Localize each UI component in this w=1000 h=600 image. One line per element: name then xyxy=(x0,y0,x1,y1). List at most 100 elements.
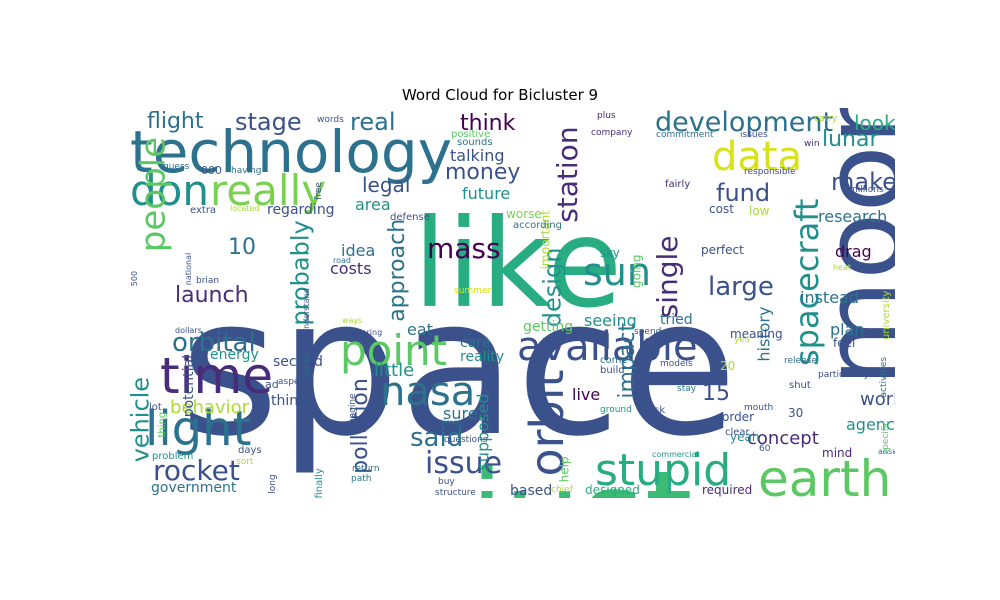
word-heat: heat xyxy=(833,263,851,272)
word-orbital: orbital xyxy=(172,328,256,358)
word-eat: eat xyxy=(407,320,433,339)
word-having: having xyxy=(231,166,261,176)
word-company: company xyxy=(591,128,633,138)
word-000: 000 xyxy=(201,164,222,177)
word-concept: concept xyxy=(747,428,819,449)
word-flight: flight xyxy=(147,109,204,134)
word-commitment: commitment xyxy=(656,130,714,140)
word-energy: energy xyxy=(210,347,259,363)
word-development: development xyxy=(655,108,833,138)
word-ground: ground xyxy=(600,405,632,415)
word-make: make xyxy=(831,168,895,196)
word-area: area xyxy=(355,195,391,214)
word-instead: instead xyxy=(800,288,859,307)
word-technology: technology xyxy=(130,118,452,186)
word-launch: launch xyxy=(175,283,249,308)
word-times: times xyxy=(440,418,462,427)
word-perfect: perfect xyxy=(701,243,744,257)
word-behavior: behavior xyxy=(170,397,250,418)
word-long: long xyxy=(268,474,278,493)
word-available: available xyxy=(517,324,698,370)
word-fund: fund xyxy=(716,179,770,207)
word-build: build xyxy=(600,365,625,376)
word-reality: reality xyxy=(460,349,504,365)
word-look: look xyxy=(854,111,895,135)
word-feel: feel xyxy=(833,336,855,350)
word-cloud-canvas: spacelikejustdcmoontechnologytimeearthre… xyxy=(127,108,895,498)
word-located: located xyxy=(230,204,260,213)
word-stupid: stupid xyxy=(595,445,731,496)
word-according: according xyxy=(513,220,562,231)
word-light: light xyxy=(145,401,251,457)
word-really: really xyxy=(210,166,326,215)
word-road: road xyxy=(333,256,351,265)
word-plan: plan xyxy=(830,320,865,339)
word-costs: costs xyxy=(330,259,372,278)
word-responsible: responsible xyxy=(744,167,796,177)
word-approach: approach xyxy=(385,219,410,322)
word-30: 30 xyxy=(788,406,803,420)
word-orbit: orbit xyxy=(520,369,574,476)
word-ways: ways xyxy=(342,316,362,325)
word-potential: potential xyxy=(181,355,197,417)
word-mass: mass xyxy=(427,232,501,265)
word-win: win xyxy=(804,139,820,149)
word-future: future xyxy=(462,184,510,203)
word-people: people xyxy=(134,137,174,252)
word-mouth: mouth xyxy=(744,403,773,413)
word-sun: sun xyxy=(583,250,651,294)
word-questions: questions xyxy=(444,435,488,445)
word-government: government xyxy=(151,480,237,496)
word-like: like xyxy=(413,193,622,335)
word-rocket: rocket xyxy=(153,454,240,487)
word-millions: millions xyxy=(849,185,884,195)
word-release: release xyxy=(784,356,817,366)
word-tried: tried xyxy=(660,312,693,328)
word-chief: chief xyxy=(551,485,574,495)
word-just: just xyxy=(467,445,693,498)
word-based: based xyxy=(510,483,552,498)
word-think: think xyxy=(460,111,516,136)
word-little: little xyxy=(374,360,414,381)
word-agency: agency xyxy=(846,415,895,434)
word-money: money xyxy=(445,160,520,185)
chart-title: Word Cloud for Bicluster 9 xyxy=(401,86,599,104)
word-free: free xyxy=(314,182,324,200)
word-shut: shut xyxy=(789,380,811,391)
word-buy: buy xyxy=(438,477,455,487)
word-agree: agree xyxy=(302,353,311,376)
word-order: order xyxy=(722,410,754,424)
word-data: data xyxy=(712,134,802,180)
word-sure: sure xyxy=(443,404,478,423)
word-large: large xyxy=(708,272,774,302)
word-dollars: dollars xyxy=(175,326,202,335)
word-positive: positive xyxy=(451,129,490,140)
word-dc: dc xyxy=(275,483,431,498)
word-commercial: commercial xyxy=(652,450,699,459)
word-spacecraft: spacecraft xyxy=(788,199,826,366)
word-worse: worse xyxy=(506,207,542,221)
word-designed: designed xyxy=(585,483,640,497)
word-going: going xyxy=(629,254,643,288)
word-carry: carry xyxy=(814,114,838,124)
word-clear: clear xyxy=(725,427,751,438)
word-legal: legal xyxy=(362,173,410,197)
word-days: days xyxy=(238,445,262,456)
word-mind: mind xyxy=(822,446,852,460)
word-lunar: lunar xyxy=(822,127,879,152)
word-defense: defense xyxy=(390,212,430,223)
word-cloud: spacelikejustdcmoontechnologytimeearthre… xyxy=(125,108,895,498)
word-words: words xyxy=(317,115,344,125)
word-live: live xyxy=(572,385,600,404)
word-summer: summer xyxy=(454,286,491,296)
word-said: said xyxy=(410,423,463,453)
word-design: design xyxy=(539,248,567,328)
word-regarding: regarding xyxy=(267,202,335,218)
word-60: 60 xyxy=(759,444,771,454)
word-required: required xyxy=(702,483,752,497)
word-500: 500 xyxy=(130,271,139,286)
word-impact: impact xyxy=(615,323,640,399)
word-cost: cost xyxy=(709,202,734,216)
word-answer: answer xyxy=(878,447,895,456)
